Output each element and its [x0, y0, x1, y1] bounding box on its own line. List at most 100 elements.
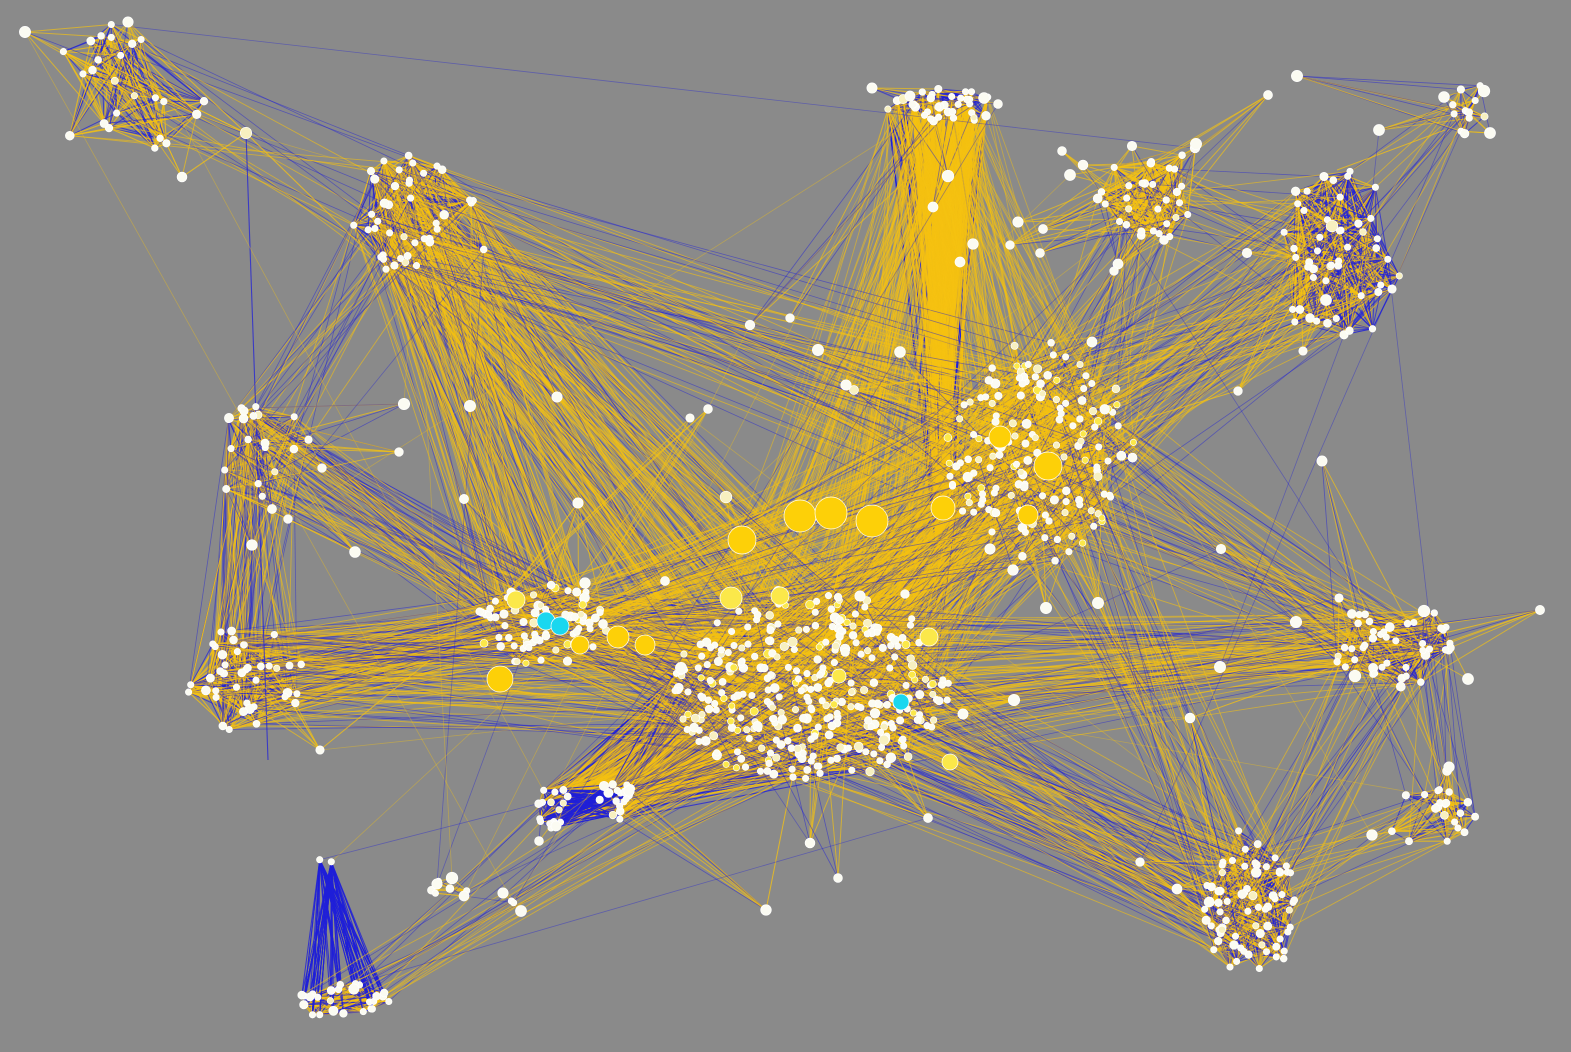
graph-node[interactable] — [537, 817, 545, 826]
graph-node[interactable] — [1335, 227, 1344, 235]
graph-node[interactable] — [162, 139, 171, 148]
graph-node[interactable] — [1178, 182, 1186, 190]
graph-node[interactable] — [989, 452, 997, 460]
graph-node[interactable] — [1018, 552, 1027, 561]
graph-node-satellite[interactable] — [1417, 604, 1431, 618]
graph-node[interactable] — [1268, 891, 1278, 900]
graph-node[interactable] — [764, 636, 772, 645]
graph-node[interactable] — [1010, 341, 1019, 350]
graph-node[interactable] — [863, 630, 871, 638]
graph-node[interactable] — [86, 36, 96, 46]
graph-node[interactable] — [439, 210, 449, 220]
graph-node[interactable] — [1292, 253, 1300, 261]
graph-node-satellite[interactable] — [1005, 240, 1015, 250]
graph-node[interactable] — [813, 597, 821, 605]
graph-node[interactable] — [1329, 176, 1338, 185]
graph-node[interactable] — [748, 691, 756, 700]
graph-node[interactable] — [713, 619, 721, 627]
graph-node[interactable] — [1372, 244, 1381, 252]
graph-node[interactable] — [689, 722, 699, 733]
graph-node[interactable] — [316, 1011, 324, 1019]
graph-node[interactable] — [79, 70, 87, 78]
graph-node[interactable] — [698, 652, 706, 660]
graph-node-satellite[interactable] — [760, 904, 772, 916]
graph-node[interactable] — [743, 726, 751, 734]
graph-node[interactable] — [744, 640, 752, 648]
graph-node[interactable] — [718, 678, 727, 686]
graph-node-satellite[interactable] — [267, 504, 277, 514]
graph-node[interactable] — [1095, 443, 1103, 451]
graph-node[interactable] — [265, 662, 273, 670]
graph-node[interactable] — [537, 601, 545, 609]
graph-node[interactable] — [1137, 227, 1146, 236]
graph-node-satellite[interactable] — [1109, 266, 1119, 276]
graph-node[interactable] — [943, 433, 953, 442]
graph-node[interactable] — [848, 688, 856, 696]
graph-node[interactable] — [814, 723, 822, 731]
graph-node[interactable] — [824, 592, 833, 600]
graph-node[interactable] — [730, 641, 738, 650]
graph-node-satellite[interactable] — [1126, 140, 1138, 152]
graph-node[interactable] — [1395, 681, 1406, 692]
graph-node[interactable] — [737, 714, 745, 722]
graph-node[interactable] — [187, 681, 195, 689]
graph-node[interactable] — [401, 258, 410, 267]
graph-node[interactable] — [776, 740, 786, 749]
graph-node[interactable] — [1125, 205, 1133, 213]
graph-node[interactable] — [713, 657, 723, 666]
graph-node[interactable] — [775, 693, 783, 701]
graph-node[interactable] — [1079, 430, 1087, 438]
graph-node[interactable] — [559, 786, 568, 794]
graph-node-satellite[interactable] — [1057, 146, 1067, 156]
graph-node[interactable] — [908, 100, 917, 109]
graph-node[interactable] — [395, 166, 403, 174]
graph-node[interactable] — [501, 622, 509, 630]
graph-node[interactable] — [813, 683, 823, 692]
graph-node[interactable] — [596, 608, 604, 617]
graph-node[interactable] — [1069, 422, 1077, 430]
graph-node-satellite[interactable] — [224, 413, 234, 423]
graph-node[interactable] — [734, 726, 742, 734]
graph-node[interactable] — [818, 697, 826, 705]
graph-node[interactable] — [774, 620, 782, 628]
graph-node[interactable] — [1097, 188, 1106, 196]
graph-node[interactable] — [1062, 486, 1071, 496]
graph-node[interactable] — [551, 788, 559, 796]
graph-node[interactable] — [916, 711, 924, 719]
graph-node[interactable] — [1060, 453, 1068, 461]
graph-node[interactable] — [1229, 940, 1239, 950]
graph-node[interactable] — [397, 254, 405, 263]
graph-node[interactable] — [1460, 828, 1469, 837]
graph-node[interactable] — [1357, 292, 1365, 300]
graph-node-satellite[interactable] — [431, 878, 443, 890]
graph-node[interactable] — [1387, 284, 1397, 294]
graph-node[interactable] — [160, 97, 168, 106]
graph-node[interactable] — [390, 181, 400, 191]
graph-node[interactable] — [1345, 326, 1354, 335]
graph-node[interactable] — [258, 492, 266, 500]
graph-node[interactable] — [1401, 791, 1410, 800]
graph-node[interactable] — [707, 644, 715, 652]
graph-node[interactable] — [766, 626, 775, 635]
graph-node[interactable] — [864, 716, 873, 725]
graph-node-satellite[interactable] — [923, 813, 933, 823]
graph-node-satellite[interactable] — [1190, 138, 1202, 150]
graph-node[interactable] — [837, 627, 845, 635]
graph-node-satellite[interactable] — [1135, 857, 1145, 867]
graph-node[interactable] — [822, 701, 830, 710]
graph-node[interactable] — [137, 35, 145, 44]
graph-node[interactable] — [975, 456, 983, 464]
graph-node[interactable] — [729, 663, 738, 672]
graph-hub-node[interactable] — [486, 665, 514, 693]
graph-node[interactable] — [412, 262, 421, 270]
graph-hub-node[interactable] — [855, 504, 889, 538]
graph-node[interactable] — [883, 700, 891, 709]
graph-node[interactable] — [304, 435, 313, 444]
graph-node[interactable] — [802, 774, 810, 782]
graph-node-satellite[interactable] — [1241, 247, 1253, 259]
graph-node[interactable] — [1250, 867, 1262, 878]
graph-node[interactable] — [1052, 396, 1060, 404]
graph-node[interactable] — [903, 752, 913, 761]
graph-node[interactable] — [232, 683, 241, 691]
graph-node[interactable] — [1278, 891, 1286, 899]
